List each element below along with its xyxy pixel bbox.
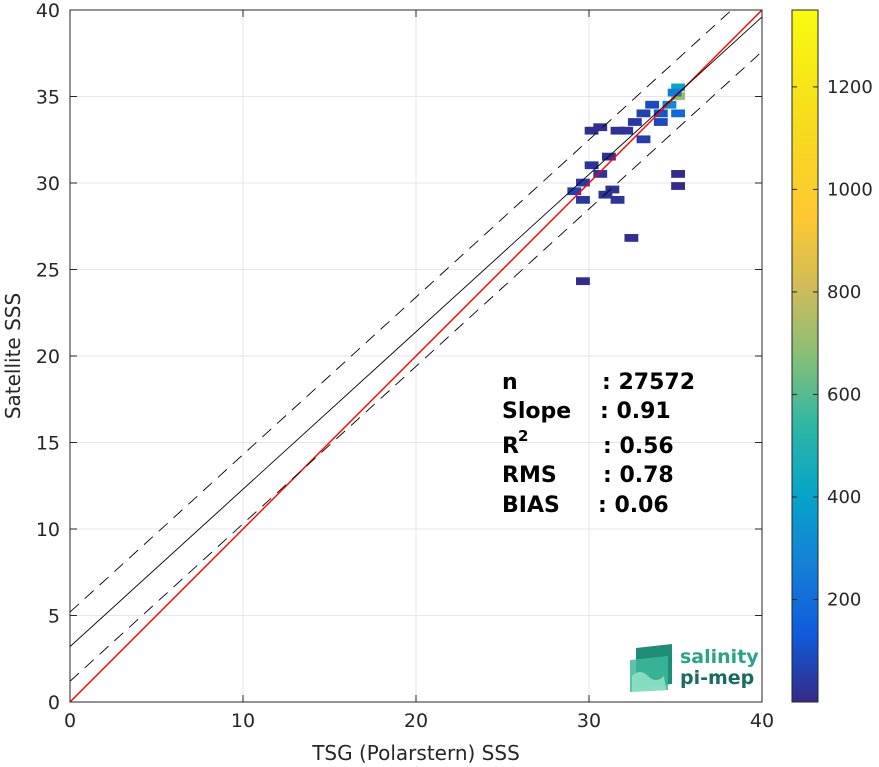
stat-n-label: n (502, 370, 518, 395)
density-cell (653, 109, 668, 118)
density-cell (593, 170, 608, 178)
x-tick-label: 30 (577, 710, 601, 732)
reference-lines (69, 9, 763, 703)
salinity-pi-mep-logo: salinity pi-mep (630, 644, 759, 692)
colorbar (792, 10, 818, 702)
density-cell (624, 234, 639, 242)
x-tick-label: 20 (404, 710, 428, 732)
colorbar-tick-label: 200 (827, 589, 861, 610)
density-cell (584, 161, 599, 170)
y-tick-label: 20 (36, 346, 60, 368)
density-cell (605, 185, 620, 194)
colorbar-ticks: 200 400 600 800 1000 1200 (792, 77, 873, 610)
stat-r2-value: : 0.56 (603, 434, 674, 459)
y-tick-label: 10 (36, 519, 60, 541)
stat-n-value: : 27572 (602, 370, 695, 395)
stat-r2-label: R (502, 434, 519, 459)
logo-text-salinity: salinity (680, 646, 759, 668)
y-tick-label: 0 (48, 692, 60, 714)
density-cell (671, 170, 686, 178)
stat-slope-label: Slope (502, 399, 571, 424)
density-cells (567, 83, 686, 286)
y-tick-label: 15 (36, 433, 60, 455)
stat-rms-label: RMS (502, 463, 557, 488)
density-cell (667, 88, 682, 97)
regression-line (69, 16, 763, 647)
density-cell (576, 195, 590, 204)
density-cell (653, 118, 668, 126)
density-cell (567, 187, 582, 196)
y-tick-label: 40 (36, 0, 60, 22)
y-tick-label: 5 (48, 606, 60, 628)
logo-mark-front (632, 672, 666, 692)
density-cell (619, 126, 634, 135)
axis-ticks: 0 10 20 30 40 0 5 10 15 20 25 30 35 40 (36, 0, 774, 732)
upper-bound-line (69, 9, 732, 613)
stat-r2-superscript: 2 (518, 427, 528, 445)
density-cell (598, 190, 613, 199)
density-cell (593, 123, 608, 132)
density-cell (636, 109, 651, 118)
y-tick-label: 30 (36, 173, 60, 195)
y-axis-label: Satellite SSS (1, 293, 25, 419)
stat-slope-value: : 0.91 (600, 399, 671, 424)
colorbar-frame (791, 9, 819, 703)
colorbar-tick-label: 1200 (827, 77, 873, 98)
x-tick-label: 0 (64, 710, 76, 732)
density-cell (576, 277, 590, 286)
colorbar-tick-label: 600 (827, 384, 861, 405)
density-cell (584, 126, 599, 135)
density-cell (671, 109, 686, 118)
y-tick-label: 25 (36, 260, 60, 282)
colorbar-tick-label: 400 (827, 487, 861, 508)
density-cell (576, 178, 590, 187)
y-tick-label: 35 (36, 87, 60, 109)
density-cell (662, 100, 677, 109)
stat-bias-label: BIAS (502, 493, 560, 518)
stat-bias-value: : 0.06 (598, 493, 669, 518)
x-tick-label: 40 (750, 710, 774, 732)
x-axis-label: TSG (Polarstern) SSS (311, 741, 520, 765)
density-cell (671, 83, 686, 92)
identity-line (69, 9, 763, 703)
density-cell (610, 195, 625, 204)
density-cell (671, 182, 686, 190)
colorbar-tick-label: 800 (827, 282, 861, 303)
density-cell (610, 126, 625, 135)
x-tick-label: 10 (231, 710, 255, 732)
density-cell (636, 135, 651, 144)
density-cell (627, 118, 642, 126)
colorbar-tick-label: 1000 (827, 179, 873, 200)
stat-rms-value: : 0.78 (603, 463, 674, 488)
logo-text-pi-mep: pi-mep (680, 667, 754, 689)
stats-box: n : 27572 Slope : 0.91 R 2 : 0.56 RMS : … (502, 370, 695, 518)
lower-bound-line (69, 51, 763, 682)
density-cell (645, 100, 660, 109)
